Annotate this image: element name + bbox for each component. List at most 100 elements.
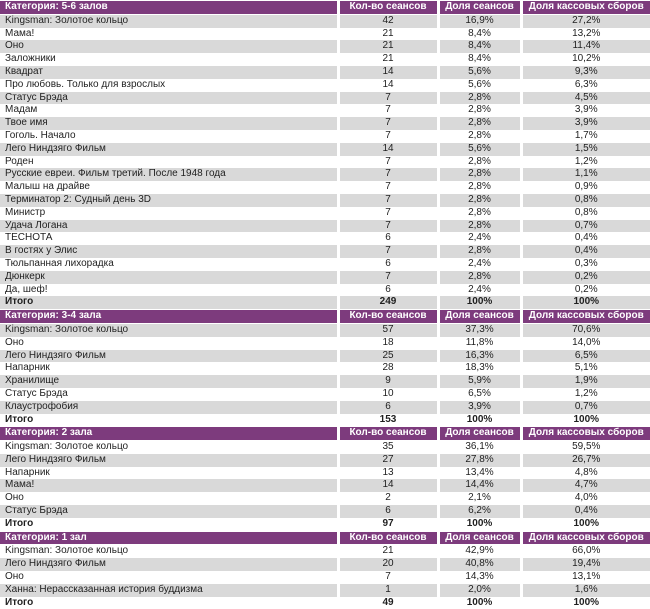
box-office-share-cell: 0,2% — [521, 284, 650, 297]
category-header: Категория: 5-6 залов — [0, 1, 338, 15]
box-office-share-cell: 9,3% — [521, 66, 650, 79]
box-office-share-cell: 10,2% — [521, 53, 650, 66]
box-office-share-cell: 0,4% — [521, 245, 650, 258]
sessions-share-cell: 8,4% — [438, 53, 521, 66]
box-office-share-cell: 11,4% — [521, 40, 650, 53]
box-office-share-cell: 1,6% — [521, 584, 650, 597]
total-sessions-count-cell: 97 — [338, 518, 438, 531]
box-office-share-cell: 0,4% — [521, 505, 650, 518]
sessions-count-cell: 14 — [338, 66, 438, 79]
sessions-count-cell: 25 — [338, 350, 438, 363]
box-office-share-cell: 70,6% — [521, 323, 650, 336]
sessions-share-cell: 2,8% — [438, 104, 521, 117]
film-name-cell: Лего Ниндзяго Фильм — [0, 143, 338, 156]
box-office-share-cell: 4,8% — [521, 467, 650, 480]
sessions-count-cell: 7 — [338, 181, 438, 194]
box-office-share-cell: 4,5% — [521, 92, 650, 105]
total-sessions-share-cell: 100% — [438, 597, 521, 609]
box-office-share-cell: 0,2% — [521, 271, 650, 284]
film-name-cell: Мадам — [0, 104, 338, 117]
film-name-cell: Kingsman: Золотое кольцо — [0, 14, 338, 27]
box-office-share-cell: 3,9% — [521, 104, 650, 117]
film-name-cell: Да, шеф! — [0, 284, 338, 297]
column-header-box-office-share: Доля кассовых сборов — [521, 531, 650, 545]
sessions-share-cell: 2,4% — [438, 232, 521, 245]
sessions-share-cell: 6,5% — [438, 388, 521, 401]
sessions-share-cell: 11,8% — [438, 337, 521, 350]
film-name-cell: Про любовь. Только для взрослых — [0, 79, 338, 92]
total-sessions-share-cell: 100% — [438, 296, 521, 309]
sessions-share-cell: 2,8% — [438, 271, 521, 284]
film-row: Русские евреи. Фильм третий. После 1948 … — [0, 168, 650, 181]
box-office-share-cell: 0,8% — [521, 194, 650, 207]
sessions-count-cell: 2 — [338, 492, 438, 505]
sessions-share-cell: 2,4% — [438, 284, 521, 297]
sessions-share-cell: 27,8% — [438, 454, 521, 467]
sessions-count-cell: 14 — [338, 143, 438, 156]
total-sessions-share-cell: 100% — [438, 518, 521, 531]
total-box-office-share-cell: 100% — [521, 414, 650, 427]
sessions-count-cell: 21 — [338, 40, 438, 53]
sessions-count-cell: 21 — [338, 28, 438, 41]
box-office-share-cell: 6,5% — [521, 350, 650, 363]
total-label-cell: Итого — [0, 518, 338, 531]
total-sessions-count-cell: 153 — [338, 414, 438, 427]
sessions-count-cell: 21 — [338, 545, 438, 558]
sessions-share-cell: 2,8% — [438, 207, 521, 220]
sessions-share-cell: 14,3% — [438, 571, 521, 584]
sessions-share-cell: 2,8% — [438, 156, 521, 169]
column-header-sessions-count: Кол-во сеансов — [338, 310, 438, 324]
sessions-count-cell: 6 — [338, 401, 438, 414]
sessions-share-cell: 36,1% — [438, 441, 521, 454]
sessions-share-cell: 40,8% — [438, 558, 521, 571]
film-name-cell: Статус Брэда — [0, 92, 338, 105]
box-office-share-cell: 1,2% — [521, 156, 650, 169]
film-name-cell: Хранилище — [0, 375, 338, 388]
sessions-count-cell: 7 — [338, 156, 438, 169]
sessions-share-cell: 13,4% — [438, 467, 521, 480]
box-office-share-cell: 27,2% — [521, 14, 650, 27]
film-name-cell: Клаустрофобия — [0, 401, 338, 414]
sessions-count-cell: 7 — [338, 571, 438, 584]
sessions-share-cell: 5,6% — [438, 143, 521, 156]
film-name-cell: Роден — [0, 156, 338, 169]
sessions-count-cell: 7 — [338, 104, 438, 117]
category-header: Категория: 3-4 зала — [0, 310, 338, 324]
sessions-count-cell: 18 — [338, 337, 438, 350]
film-name-cell: Тюльпанная лихорадка — [0, 258, 338, 271]
box-office-share-cell: 1,7% — [521, 130, 650, 143]
box-office-share-cell: 5,1% — [521, 362, 650, 375]
sessions-count-cell: 7 — [338, 220, 438, 233]
film-name-cell: Дюнкерк — [0, 271, 338, 284]
box-office-share-cell: 1,2% — [521, 388, 650, 401]
column-header-box-office-share: Доля кассовых сборов — [521, 427, 650, 441]
sessions-count-cell: 7 — [338, 245, 438, 258]
film-name-cell: Лего Ниндзяго Фильм — [0, 454, 338, 467]
box-office-share-cell: 0,9% — [521, 181, 650, 194]
box-office-share-cell: 59,5% — [521, 441, 650, 454]
total-box-office-share-cell: 100% — [521, 597, 650, 609]
sessions-count-cell: 7 — [338, 207, 438, 220]
sessions-count-cell: 27 — [338, 454, 438, 467]
box-office-share-cell: 66,0% — [521, 545, 650, 558]
sessions-share-cell: 2,8% — [438, 117, 521, 130]
sessions-share-cell: 2,8% — [438, 181, 521, 194]
